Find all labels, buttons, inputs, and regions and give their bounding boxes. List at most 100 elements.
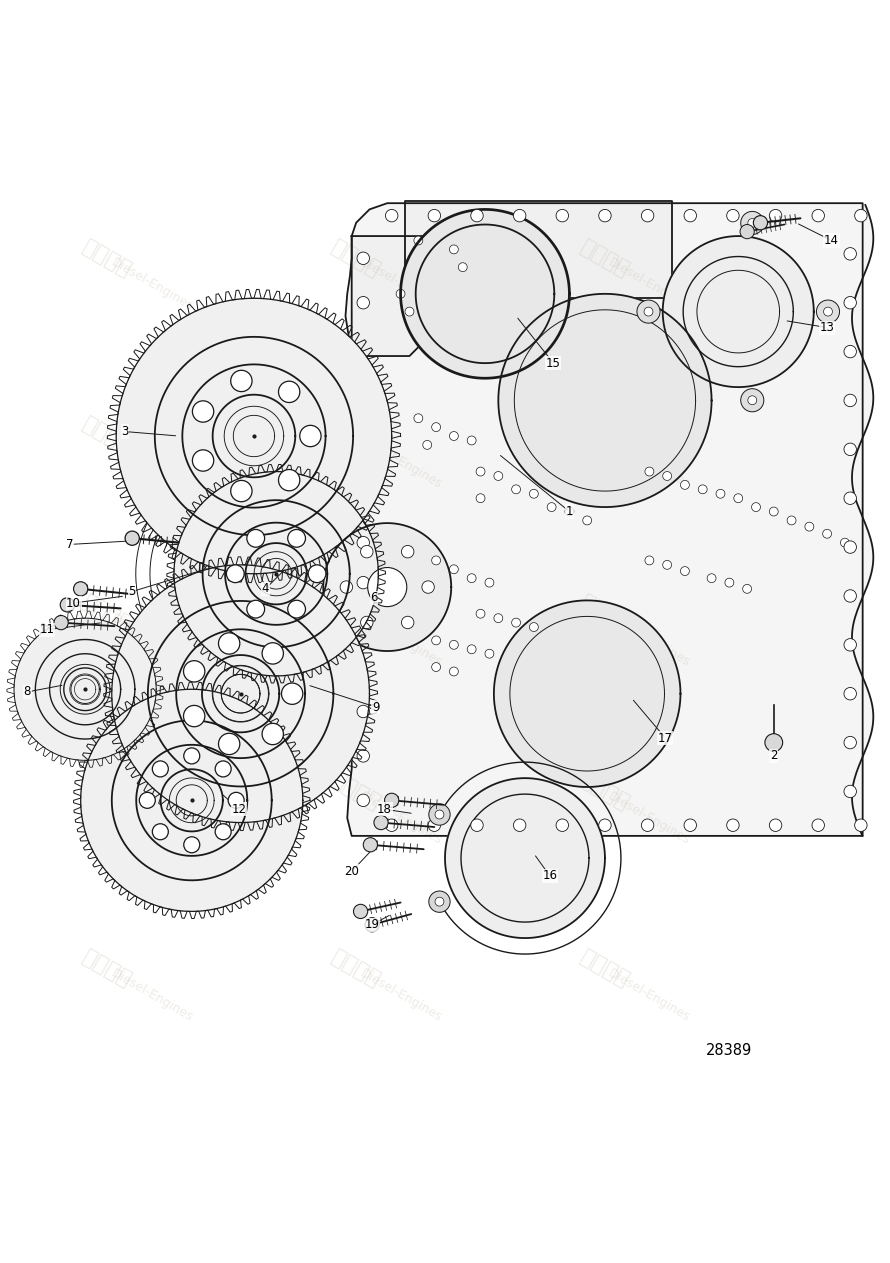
Circle shape [432,637,441,645]
Circle shape [844,394,856,407]
Circle shape [556,818,569,831]
Text: 柴发动力: 柴发动力 [79,414,135,458]
Circle shape [401,616,414,629]
Circle shape [716,489,725,498]
Circle shape [449,640,458,649]
Text: Diesel-Engines: Diesel-Engines [357,967,444,1024]
Circle shape [14,618,157,760]
Circle shape [765,734,782,751]
Circle shape [471,210,483,222]
Circle shape [218,633,239,654]
Circle shape [476,467,485,476]
Circle shape [360,616,373,629]
Text: 柴发动力: 柴发动力 [577,236,633,280]
Circle shape [494,614,503,623]
Circle shape [681,567,690,576]
Circle shape [287,600,305,618]
Text: Diesel-Engines: Diesel-Engines [109,434,195,491]
Circle shape [449,565,458,573]
Circle shape [699,485,708,494]
Circle shape [218,734,239,754]
Text: 柴发动力: 柴发动力 [328,236,384,280]
Circle shape [844,493,856,504]
Text: Diesel-Engines: Diesel-Engines [109,789,195,847]
Circle shape [458,263,467,272]
Circle shape [192,450,214,471]
Circle shape [183,706,205,726]
Text: 4: 4 [262,582,270,595]
Circle shape [435,810,444,818]
Circle shape [281,683,303,705]
Text: 柴发动力: 柴发动力 [328,769,384,813]
Circle shape [215,760,231,777]
Circle shape [422,581,434,594]
Circle shape [663,561,672,570]
Circle shape [231,480,252,501]
Circle shape [174,471,378,676]
Text: 1: 1 [566,505,573,518]
Text: Diesel-Engines: Diesel-Engines [109,967,195,1024]
Circle shape [476,609,485,618]
Circle shape [414,236,423,245]
Text: 20: 20 [344,865,360,878]
Text: 16: 16 [542,869,557,883]
Text: 柴发动力: 柴发动力 [328,947,384,991]
Circle shape [727,818,739,831]
Circle shape [357,253,369,264]
Circle shape [61,597,75,613]
Circle shape [812,210,824,222]
Circle shape [769,818,781,831]
Circle shape [844,297,856,309]
Circle shape [183,748,199,764]
Text: 柴发动力: 柴发动力 [577,947,633,991]
Circle shape [323,523,451,650]
Circle shape [547,503,556,512]
Circle shape [485,578,494,587]
Circle shape [645,556,654,565]
Circle shape [556,210,569,222]
Circle shape [247,529,264,547]
Circle shape [183,661,205,682]
Circle shape [353,904,368,918]
Text: Diesel-Engines: Diesel-Engines [606,611,692,669]
Circle shape [279,470,300,491]
Circle shape [428,210,441,222]
Circle shape [637,301,660,323]
Text: 柴发动力: 柴发动力 [577,591,633,635]
Circle shape [432,556,441,565]
Circle shape [432,663,441,672]
Circle shape [445,778,605,938]
Circle shape [357,537,369,549]
Text: 柴发动力: 柴发动力 [577,414,633,458]
Circle shape [228,792,244,808]
Circle shape [140,792,156,808]
Circle shape [727,210,739,222]
Circle shape [498,294,712,506]
Circle shape [287,529,305,547]
Circle shape [751,503,760,512]
Text: 28389: 28389 [707,1043,752,1058]
Text: Diesel-Engines: Diesel-Engines [606,434,692,491]
Circle shape [485,649,494,658]
Circle shape [769,210,781,222]
Circle shape [844,345,856,357]
Circle shape [840,538,849,547]
Circle shape [401,546,414,558]
Circle shape [748,395,756,404]
Circle shape [583,517,592,525]
Text: 7: 7 [66,538,74,551]
Text: Diesel-Engines: Diesel-Engines [606,967,692,1024]
Text: 18: 18 [377,803,392,816]
Text: 8: 8 [24,686,31,698]
Circle shape [663,236,813,388]
Circle shape [449,245,458,254]
Circle shape [844,541,856,553]
Text: Diesel-Engines: Diesel-Engines [606,256,692,313]
Circle shape [816,301,839,323]
Circle shape [740,225,754,239]
Circle shape [476,494,485,503]
Circle shape [340,581,352,594]
Circle shape [396,289,405,298]
Text: 柴发动力: 柴发动力 [79,236,135,280]
Circle shape [247,600,264,618]
